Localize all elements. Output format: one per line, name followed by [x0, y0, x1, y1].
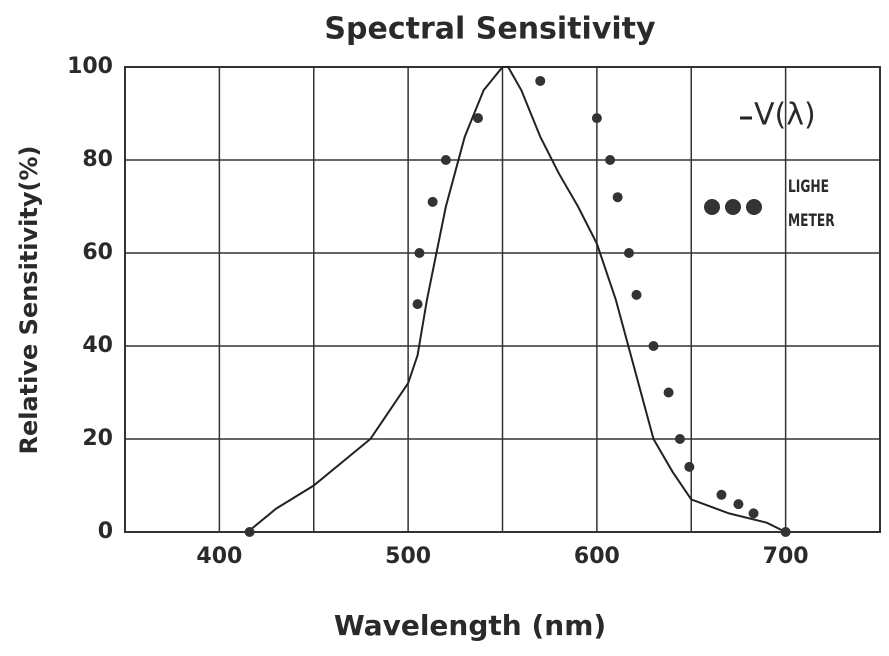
data-point — [663, 387, 674, 398]
data-point — [623, 248, 634, 258]
y-tick-label: 20 — [82, 426, 113, 451]
x-tick-label: 400 — [196, 544, 242, 569]
legend-label: V(λ) — [754, 98, 816, 133]
data-point — [631, 289, 642, 300]
data-point — [648, 341, 659, 351]
chart-title: Spectral Sensitivity — [324, 12, 656, 47]
data-point — [780, 527, 791, 537]
y-tick-label: 80 — [82, 147, 113, 172]
data-point — [414, 248, 425, 258]
data-point — [591, 113, 602, 124]
data-point — [674, 434, 685, 444]
x-tick-label: 700 — [763, 544, 809, 569]
data-point — [612, 192, 623, 203]
x-axis-label: Wavelength (nm) — [334, 609, 606, 642]
y-axis-label: Relative Sensitivity(%) — [15, 146, 43, 455]
data-point — [748, 508, 759, 519]
data-point — [472, 113, 483, 124]
data-point — [535, 75, 546, 86]
y-tick-label: 60 — [82, 240, 113, 265]
legend-marker — [746, 199, 762, 215]
data-point — [733, 499, 744, 510]
y-tick-label: 0 — [98, 519, 113, 544]
y-tick-label: 40 — [82, 333, 113, 358]
data-point — [605, 155, 616, 165]
data-point — [244, 527, 255, 537]
data-point — [427, 196, 438, 207]
legend-marker — [725, 199, 741, 215]
y-tick-label: 100 — [67, 54, 113, 79]
legend-label: LIGHE METER — [788, 177, 835, 231]
data-point — [440, 155, 451, 165]
data-point — [684, 461, 695, 472]
data-line — [247, 66, 787, 533]
data-point — [412, 299, 423, 310]
data-point — [716, 489, 727, 500]
x-tick-label: 600 — [574, 544, 620, 569]
legend-marker — [704, 199, 720, 215]
x-tick-label: 500 — [385, 544, 431, 569]
